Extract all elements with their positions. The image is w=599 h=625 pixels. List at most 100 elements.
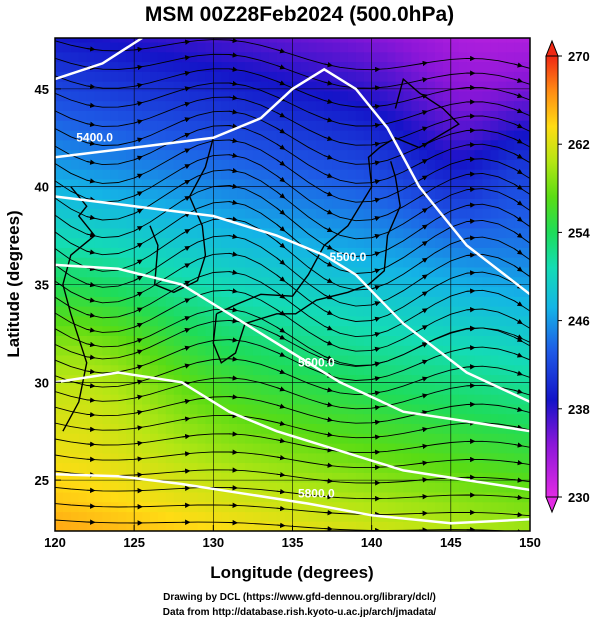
- stream-arrow: [513, 168, 523, 175]
- stream-arrow: [133, 291, 143, 297]
- stream-arrow: [276, 472, 286, 478]
- y-tick-label: 35: [35, 278, 49, 293]
- stream-arrow: [181, 117, 191, 123]
- stream-arrow: [86, 102, 96, 108]
- stream-arrow: [418, 208, 428, 215]
- stream-arrow: [371, 215, 381, 222]
- stream-arrow: [276, 224, 286, 232]
- stream-arrow: [276, 386, 286, 392]
- stream-arrow: [418, 159, 428, 165]
- stream-arrow: [514, 511, 523, 518]
- stream-arrow: [86, 441, 96, 447]
- stream-arrow: [134, 440, 143, 447]
- stream-arrow: [466, 345, 476, 351]
- stream-arrow: [324, 172, 333, 178]
- y-tick-label: 45: [35, 82, 49, 97]
- stream-arrow: [514, 93, 523, 99]
- stream-arrow: [323, 261, 333, 267]
- stream-arrow: [134, 155, 143, 161]
- stream-arrow: [514, 370, 523, 376]
- stream-arrow: [276, 48, 286, 54]
- stream-arrow: [324, 494, 333, 500]
- stream-arrow: [371, 301, 381, 307]
- colorbar-tick-label: 262: [568, 137, 590, 152]
- stream-arrow: [276, 112, 286, 118]
- stream-arrow: [419, 77, 428, 83]
- stream-arrow: [86, 214, 96, 220]
- stream-arrow: [371, 122, 381, 129]
- stream-arrow: [371, 419, 381, 426]
- stream-arrow: [276, 505, 286, 512]
- stream-arrow: [514, 77, 523, 83]
- colorbar-tick-label: 270: [568, 49, 590, 64]
- contour-label: 5800.0: [298, 487, 335, 501]
- stream-arrow: [513, 231, 523, 239]
- stream-arrow: [229, 80, 238, 87]
- stream-arrow: [276, 454, 286, 461]
- stream-arrow: [181, 229, 191, 235]
- stream-arrow: [371, 251, 381, 257]
- stream-arrow: [181, 468, 191, 474]
- stream-arrow: [514, 388, 523, 394]
- stream-arrow: [323, 244, 333, 250]
- height-contour: [55, 473, 530, 525]
- stream-arrow: [514, 406, 523, 412]
- stream-arrow: [86, 368, 96, 375]
- stream-arrow: [229, 152, 238, 159]
- stream-arrow: [466, 252, 476, 258]
- stream-arrow: [276, 351, 286, 357]
- x-tick-label: 120: [44, 535, 66, 550]
- stream-arrow: [514, 494, 523, 501]
- stream-arrow: [181, 196, 191, 202]
- height-contour: [55, 195, 530, 404]
- stream-arrow: [134, 101, 143, 107]
- stream-arrow: [134, 46, 143, 53]
- stream-arrow: [276, 257, 286, 265]
- stream-arrow: [276, 369, 286, 375]
- stream-arrow: [86, 232, 96, 238]
- stream-arrow: [181, 246, 191, 252]
- stream-arrow: [229, 307, 238, 313]
- stream-arrow: [324, 478, 333, 484]
- stream-arrow: [134, 472, 143, 478]
- stream-arrow: [181, 363, 191, 369]
- stream-arrow: [371, 405, 381, 411]
- stream-arrow: [324, 80, 333, 86]
- stream-arrow: [324, 447, 333, 453]
- stream-arrow: [466, 288, 476, 294]
- stream-arrow: [181, 164, 191, 170]
- stream-arrow: [276, 403, 286, 409]
- y-axis-ticks: 25 30 35 40 45: [35, 82, 61, 488]
- contour-label: 5600.0: [298, 356, 335, 370]
- stream-arrow: [229, 431, 238, 437]
- stream-arrow: [229, 337, 238, 343]
- stream-arrow: [418, 224, 428, 231]
- stream-arrow: [276, 522, 286, 529]
- stream-arrow: [276, 420, 286, 427]
- x-tick-label: 145: [440, 535, 462, 550]
- stream-arrow: [371, 434, 381, 440]
- stream-arrow: [324, 431, 333, 438]
- stream-arrow: [181, 101, 191, 107]
- stream-arrow: [418, 175, 428, 181]
- stream-arrow: [181, 179, 191, 186]
- stream-arrow: [324, 278, 333, 283]
- stream-arrow: [514, 352, 523, 358]
- stream-arrow: [419, 126, 428, 132]
- stream-arrow: [134, 323, 143, 328]
- stream-arrow: [371, 316, 381, 322]
- stream-arrow: [276, 159, 286, 166]
- stream-arrow: [513, 248, 523, 255]
- stream-arrow: [134, 137, 143, 143]
- stream-arrow: [181, 345, 191, 351]
- stream-arrow: [181, 70, 191, 77]
- stream-arrow: [86, 411, 96, 418]
- stream-arrow: [181, 398, 191, 405]
- stream-arrow: [86, 159, 96, 165]
- stream-arrow: [324, 387, 333, 393]
- stream-arrow: [276, 334, 286, 340]
- contour-label: 5500.0: [330, 250, 367, 264]
- stream-arrow: [514, 460, 523, 466]
- stream-arrow: [418, 240, 428, 248]
- y-axis-label: Latitude (degrees): [4, 210, 23, 357]
